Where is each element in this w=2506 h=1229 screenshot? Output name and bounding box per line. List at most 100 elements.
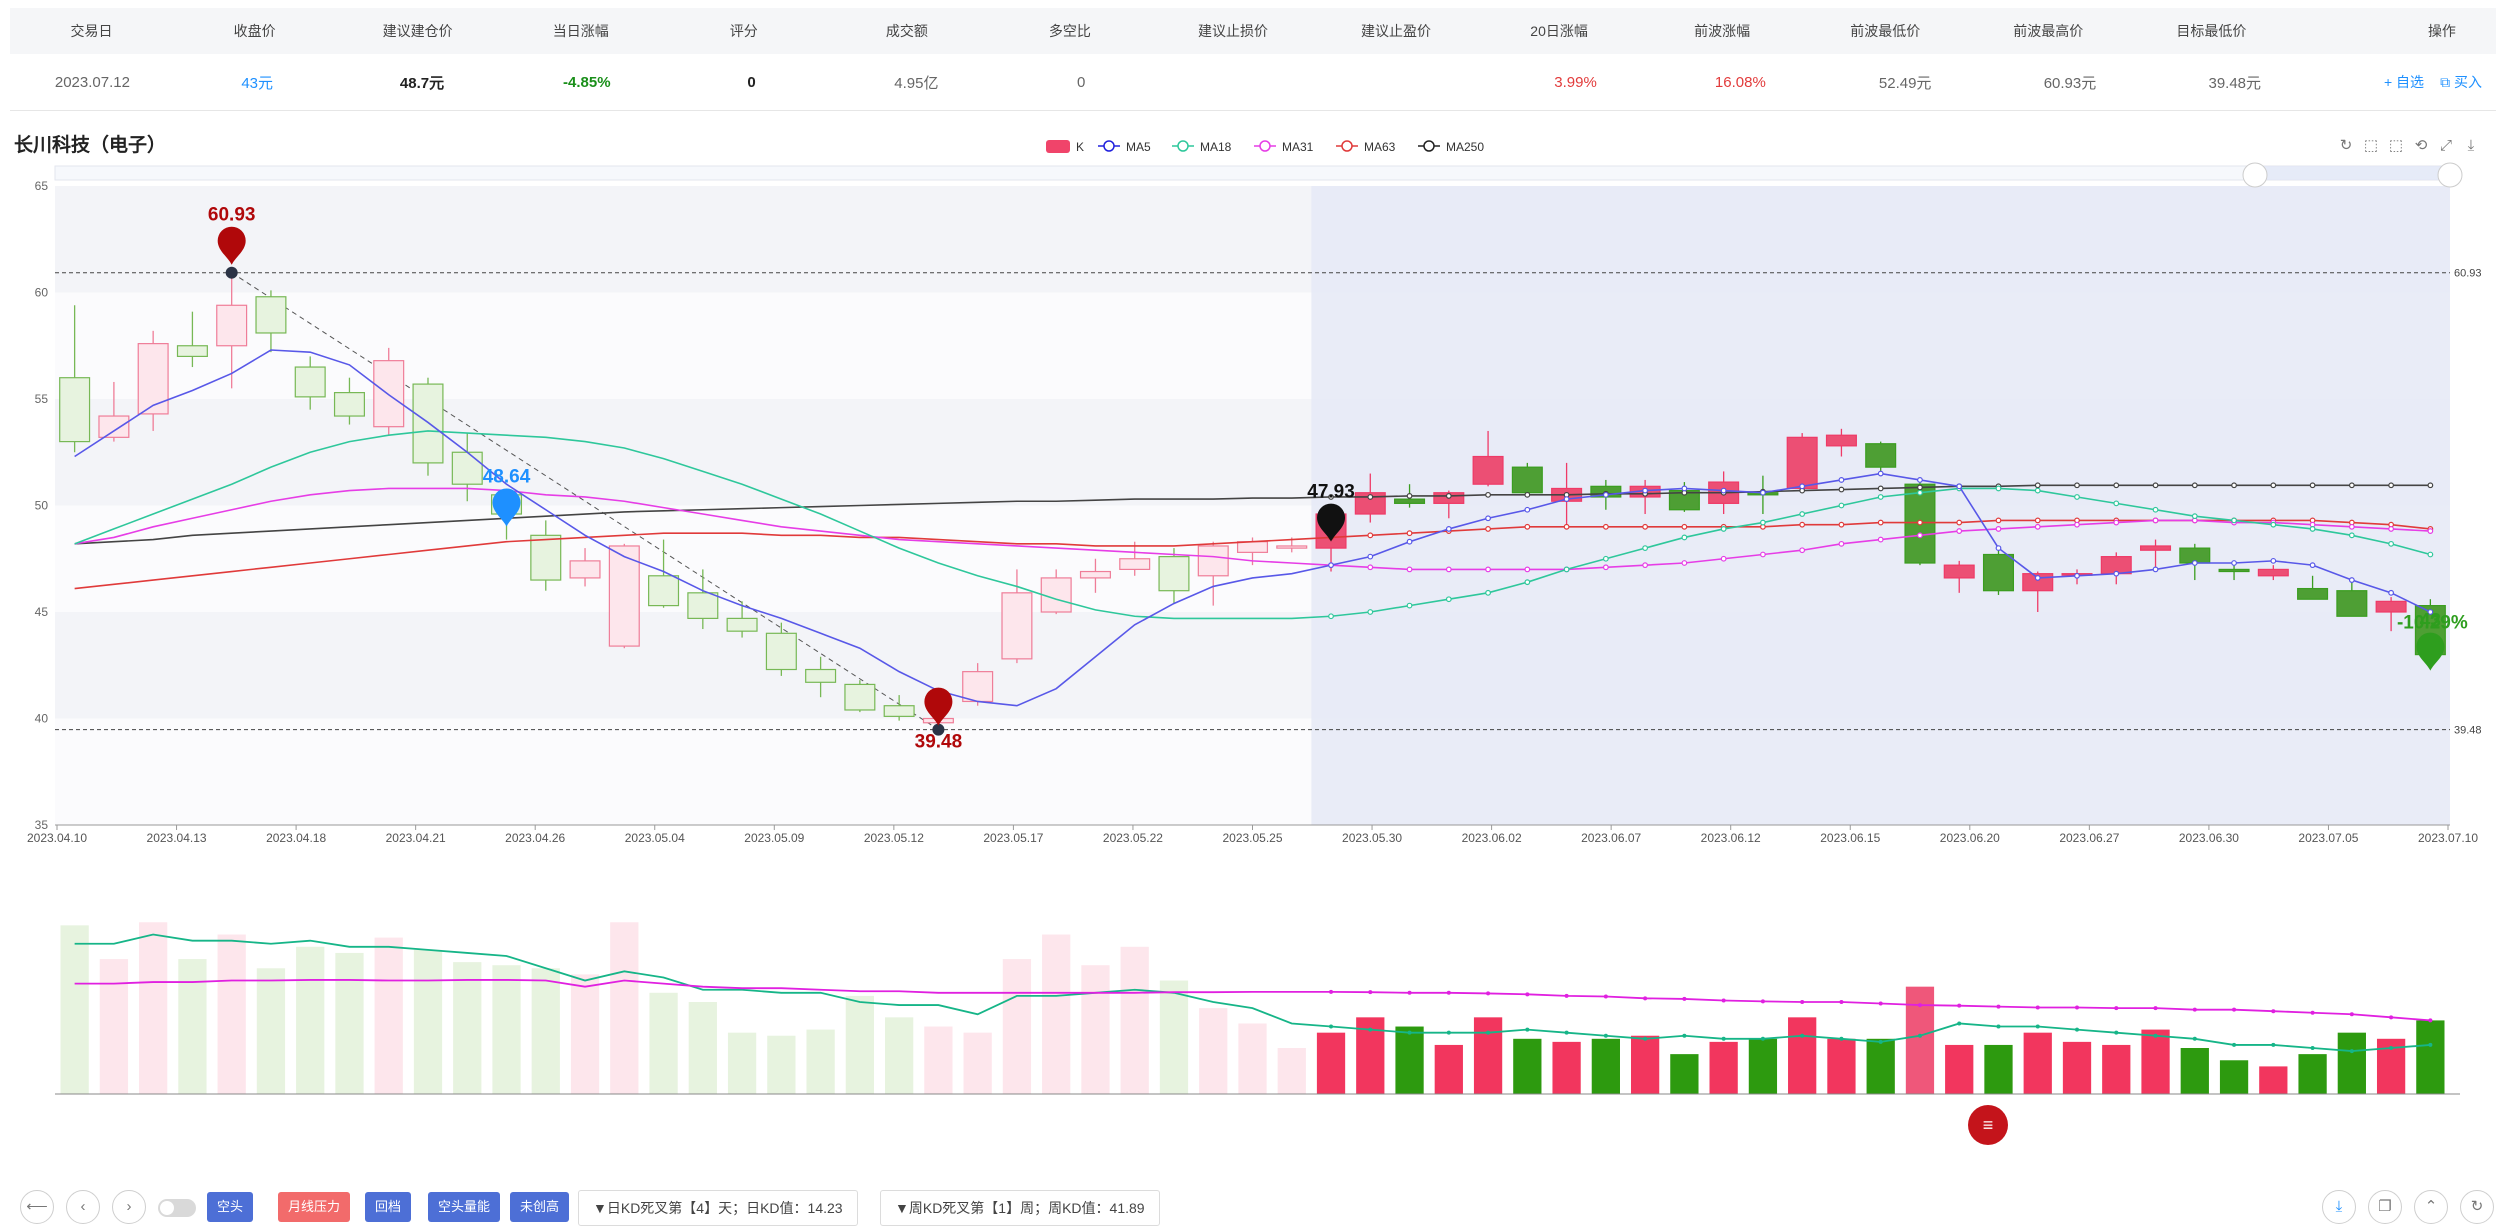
ma250-line-point	[2348, 482, 2355, 489]
ma18-line-point	[1720, 526, 1727, 532]
chevron-left-icon[interactable]: ‹	[66, 1190, 100, 1224]
ma63-line-point	[1642, 523, 1649, 530]
save-image-icon[interactable]: ⤓	[2468, 137, 2475, 154]
ma18-line-point	[1877, 494, 1884, 500]
ma5-line-point	[2074, 572, 2080, 579]
menu-button[interactable]	[1968, 1105, 2008, 1145]
volume-bar	[1159, 980, 1189, 1094]
volume-ma-line-point	[1407, 1030, 1412, 1035]
ma5-line-point	[1956, 483, 1963, 490]
ma250-line-point	[1917, 484, 1923, 491]
table-header-row: 交易日 收盘价 建议建仓价 当日涨幅 评分 成交额 多空比 建议止损价 建议止盈…	[10, 8, 2496, 54]
y-tick-label: 60	[35, 286, 49, 300]
volume-bar	[2219, 1060, 2249, 1094]
volume-bar	[60, 925, 89, 1094]
x-tick-label: 2023.05.30	[1342, 831, 1402, 845]
back-arrow-icon[interactable]: ⟵	[20, 1190, 54, 1224]
volume-ma-line-point	[1839, 1000, 1844, 1004]
x-tick-label: 2023.05.25	[1222, 831, 1282, 845]
volume-ma-line-point	[2153, 1033, 2158, 1038]
volume-bar	[1866, 1038, 1895, 1094]
ma18-line-point	[2191, 513, 2198, 520]
ma31-line-point	[1524, 566, 1531, 573]
volume-ma-line-point	[1446, 1030, 1451, 1035]
status-tag[interactable]: 未创高	[510, 1192, 570, 1222]
candle-body	[844, 683, 876, 711]
kline-chart[interactable]: 35 40 45 50 55 60 65 2023.04.10 2023.04.13 2023.0…	[0, 0, 2506, 1180]
candle-body	[1001, 592, 1033, 660]
candle-body	[2336, 590, 2368, 617]
volume-bar	[531, 968, 560, 1094]
ma5-line-point	[1406, 538, 1413, 545]
ma250-line-point	[2427, 482, 2434, 489]
volume-ma-line-point	[1839, 1036, 1844, 1041]
volume-ma-line-point	[2232, 1042, 2237, 1047]
volume-ma-line-point	[1682, 1033, 1687, 1038]
status-tag[interactable]: 回档	[365, 1192, 412, 1222]
toggle-switch[interactable]	[158, 1199, 196, 1217]
volume-bar	[413, 949, 443, 1094]
download-icon[interactable]: ⤓	[2322, 1190, 2356, 1224]
volume-bar	[1395, 1026, 1424, 1094]
chevron-right-icon[interactable]: ›	[112, 1190, 146, 1224]
legend-label: MA63	[1364, 140, 1396, 154]
ma31-line-point	[1760, 551, 1766, 558]
volume-ma-line-point	[1917, 1033, 1922, 1038]
daily-kd-info: ▼日KD死叉第【4】天；日KD值：14.23	[578, 1190, 858, 1226]
volume-ma-line-point	[2428, 1018, 2433, 1023]
ma250-line-point	[2388, 482, 2395, 489]
ma18-line-point	[1838, 502, 1845, 509]
cell-close: 43元	[241, 74, 274, 92]
volume-bar	[1591, 1038, 1620, 1094]
ma18-line-point	[2231, 517, 2237, 524]
volume-ma-line-point	[2232, 1007, 2237, 1012]
volume-ma-line-point	[1800, 1000, 1805, 1004]
volume-bar	[1670, 1054, 1699, 1094]
zoom-icon[interactable]: ⬚	[2364, 137, 2378, 154]
volume-bar	[1434, 1044, 1463, 1094]
status-tag[interactable]: 空头量能	[428, 1192, 501, 1222]
x-tick-label: 2023.06.07	[1581, 831, 1641, 845]
restore-icon[interactable]: ↻	[2340, 137, 2353, 154]
price-pin-icon	[492, 488, 521, 527]
candle-body	[373, 360, 405, 428]
x-tick-label: 2023.06.20	[1940, 831, 2000, 845]
zoom-back-icon[interactable]: ⬚	[2389, 137, 2403, 154]
copy-icon[interactable]: ❐	[2368, 1190, 2402, 1224]
ma5-line-point	[1328, 562, 1334, 569]
volume-bar	[1277, 1048, 1306, 1094]
y-tick-label: 45	[35, 605, 49, 619]
volume-ma-line-point	[1643, 996, 1648, 1001]
cell-prev-high: 60.93元	[2043, 74, 2097, 92]
ma31-line-point	[1642, 562, 1649, 569]
ma18-line-point	[1760, 519, 1766, 526]
chevron-up-icon[interactable]: ⌃	[2414, 1190, 2448, 1224]
volume-ma-line-point	[1917, 1003, 1922, 1008]
reset-icon[interactable]: ⟲	[2415, 137, 2428, 154]
candle-body	[1276, 545, 1308, 549]
ma18-line-point	[2388, 540, 2395, 547]
fullscreen-icon[interactable]: ⤢	[2440, 137, 2453, 154]
status-tag[interactable]: 月线压力	[278, 1192, 351, 1222]
candle-body	[1158, 556, 1190, 592]
ma18-line-point	[2427, 551, 2434, 558]
volume-bar	[99, 959, 129, 1094]
ma5-line-point	[2388, 589, 2395, 596]
add-watchlist-button[interactable]: + 自选	[2383, 74, 2425, 90]
buy-button[interactable]: ⧉ 买入	[2440, 74, 2482, 90]
ma18-line-point	[2270, 521, 2277, 528]
ma31-line-point	[1406, 566, 1413, 573]
ma63-line-point	[1681, 523, 1688, 530]
candle-body	[2375, 600, 2407, 613]
volume-bar	[570, 974, 600, 1094]
candle-body	[1865, 443, 1897, 468]
refresh-icon[interactable]: ↻	[2460, 1190, 2494, 1224]
status-tag[interactable]: 空头	[207, 1192, 254, 1222]
volume-ma-line-point	[1329, 1024, 1334, 1029]
marker-anchor-dot	[932, 723, 945, 736]
cell-change20: 3.99%	[1554, 73, 1597, 91]
x-tick-label: 2023.05.09	[744, 831, 804, 845]
header-prev-high: 前波最高价	[2013, 23, 2084, 39]
ma18-line-point	[1406, 602, 1413, 609]
header-take-profit: 建议止盈价	[1361, 23, 1432, 39]
